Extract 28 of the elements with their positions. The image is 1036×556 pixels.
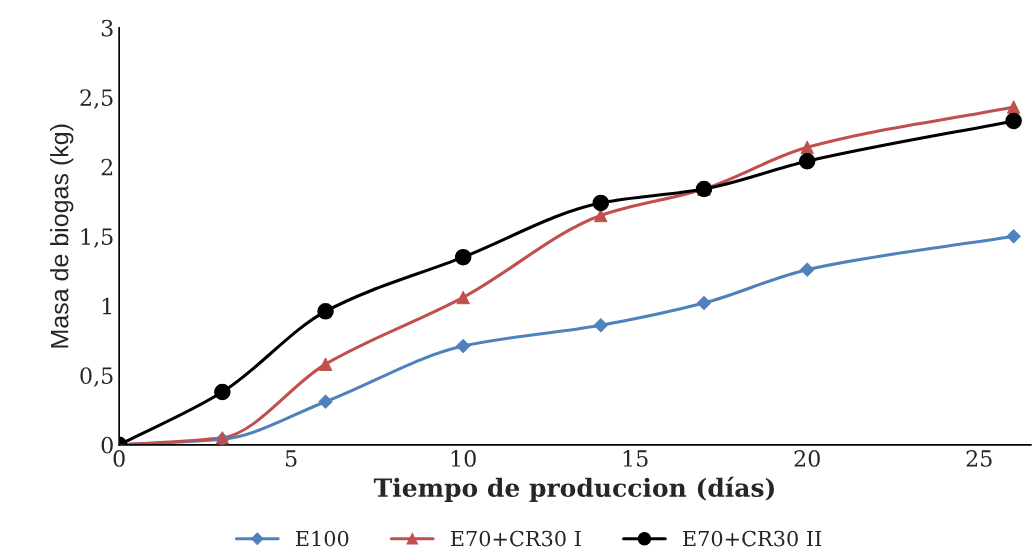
x-tick-label: 15 — [623, 450, 648, 467]
point — [800, 140, 814, 155]
point — [454, 248, 472, 266]
point — [318, 357, 333, 371]
y-tick-label: 0,5 — [80, 367, 113, 387]
y-tick-label: 0 — [101, 436, 113, 454]
y-axis-title: Masa de biogas (kg) — [50, 124, 74, 348]
y-tick-label: 2 — [101, 158, 113, 176]
y-tick-label: 1 — [102, 297, 112, 315]
x-tick-label: 10 — [451, 450, 476, 467]
point — [1006, 100, 1021, 114]
x-axis-title: Tiempo de produccion (días) — [373, 476, 774, 502]
x-tick-label: 0 — [113, 450, 125, 467]
x-tick-label: 5 — [285, 450, 297, 467]
point — [214, 383, 231, 401]
legend-label: E70+CR30 II — [683, 530, 822, 547]
legend-label: E70+CR30 I — [450, 530, 581, 547]
point — [1005, 112, 1022, 130]
point — [592, 194, 610, 212]
y-tick-label: 1,5 — [81, 228, 113, 248]
x-tick-label: 25 — [966, 450, 992, 467]
point — [798, 152, 816, 170]
point — [317, 303, 334, 320]
point — [456, 290, 470, 305]
x-tick-label: 20 — [794, 450, 820, 467]
y-tick-label: 2,5 — [80, 89, 113, 109]
legend-label: E100 — [295, 530, 349, 547]
y-tick-label: 3 — [101, 19, 113, 37]
